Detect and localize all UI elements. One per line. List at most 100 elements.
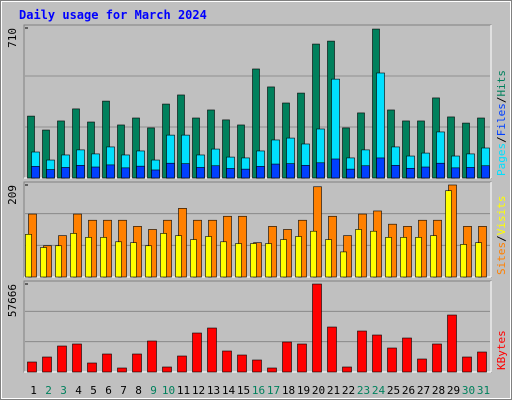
bar xyxy=(115,241,122,278)
bar xyxy=(132,353,142,373)
bar xyxy=(72,343,82,373)
bar xyxy=(117,124,125,179)
bar xyxy=(57,120,65,179)
bar xyxy=(205,236,212,278)
bar xyxy=(415,237,422,278)
bar xyxy=(432,343,442,373)
x-tick-label: 14 xyxy=(222,384,236,397)
bar xyxy=(61,167,70,179)
bar xyxy=(40,247,47,278)
chart-title: Daily usage for March 2024 xyxy=(19,8,207,22)
bar xyxy=(325,239,332,278)
bar xyxy=(192,117,200,179)
bar xyxy=(252,68,260,179)
x-tick-label: 21 xyxy=(327,384,340,397)
bar xyxy=(355,229,362,278)
bar xyxy=(27,361,37,373)
bar xyxy=(102,100,110,179)
bar xyxy=(477,351,487,373)
bar xyxy=(27,115,35,179)
bar xyxy=(417,358,427,373)
bar xyxy=(256,166,265,179)
legend-entry: Sites xyxy=(495,242,508,275)
bar xyxy=(222,119,230,179)
bar xyxy=(385,237,392,278)
bar xyxy=(460,244,467,278)
bar xyxy=(175,235,182,278)
x-tick-label: 26 xyxy=(402,384,415,397)
bar xyxy=(376,157,385,179)
x-tick-label: 6 xyxy=(105,384,112,397)
bar xyxy=(400,237,407,278)
bar xyxy=(250,243,257,278)
x-tick-label: 8 xyxy=(135,384,142,397)
bar xyxy=(192,332,202,373)
bar xyxy=(340,251,347,278)
bar xyxy=(310,230,317,278)
bar xyxy=(166,162,175,179)
bar xyxy=(91,166,100,179)
bar xyxy=(87,121,95,179)
legend-separator: / xyxy=(495,97,508,104)
legend: Pages/Files/Hits xyxy=(495,70,508,176)
x-tick-label: 10 xyxy=(162,384,175,397)
bar xyxy=(342,366,352,373)
x-tick-label: 1 xyxy=(30,384,37,397)
x-tick-label: 11 xyxy=(177,384,190,397)
bar xyxy=(282,341,292,373)
bar xyxy=(211,165,220,179)
bar xyxy=(462,356,472,373)
bar xyxy=(312,283,322,373)
bar xyxy=(102,353,112,373)
x-tick-label: 23 xyxy=(357,384,370,397)
bar xyxy=(466,167,475,179)
bar xyxy=(327,326,337,373)
legend-entry: KBytes xyxy=(495,330,508,370)
bar xyxy=(196,167,205,179)
bar xyxy=(181,163,190,179)
x-tick-label: 9 xyxy=(150,384,157,397)
bar xyxy=(42,129,50,179)
x-tick-label: 20 xyxy=(312,384,325,397)
x-tick-label: 15 xyxy=(237,384,250,397)
bar xyxy=(475,242,482,278)
bar xyxy=(267,86,275,179)
x-tick-label: 29 xyxy=(447,384,460,397)
bar xyxy=(316,162,325,179)
bar xyxy=(387,109,395,179)
bar xyxy=(226,168,235,179)
x-tick-label: 4 xyxy=(75,384,82,397)
bar xyxy=(207,327,217,373)
bar xyxy=(222,350,232,373)
x-tick-label: 7 xyxy=(120,384,127,397)
bar xyxy=(57,345,67,373)
y-tick-label: 209 xyxy=(6,185,19,205)
bar xyxy=(252,359,262,373)
bar xyxy=(406,167,415,179)
bar xyxy=(297,92,305,179)
bar xyxy=(136,165,145,179)
bar xyxy=(177,355,187,373)
bar xyxy=(295,236,302,278)
bar xyxy=(387,347,397,373)
legend-separator: / xyxy=(495,235,508,242)
bar xyxy=(87,362,97,373)
bar xyxy=(55,245,62,278)
bar xyxy=(151,169,160,179)
bar xyxy=(85,237,92,278)
bar xyxy=(357,330,367,373)
bar xyxy=(280,239,287,278)
bar xyxy=(370,230,377,278)
bar xyxy=(445,190,452,278)
x-tick-label: 19 xyxy=(297,384,310,397)
x-tick-label: 5 xyxy=(90,384,97,397)
y-tick-label: 710 xyxy=(6,28,19,48)
legend-entry: Pages xyxy=(495,143,508,176)
bar xyxy=(42,356,52,373)
bar xyxy=(121,167,130,179)
bar xyxy=(160,233,167,278)
x-tick-label: 12 xyxy=(192,384,205,397)
bar xyxy=(447,116,455,179)
bar xyxy=(312,43,320,179)
